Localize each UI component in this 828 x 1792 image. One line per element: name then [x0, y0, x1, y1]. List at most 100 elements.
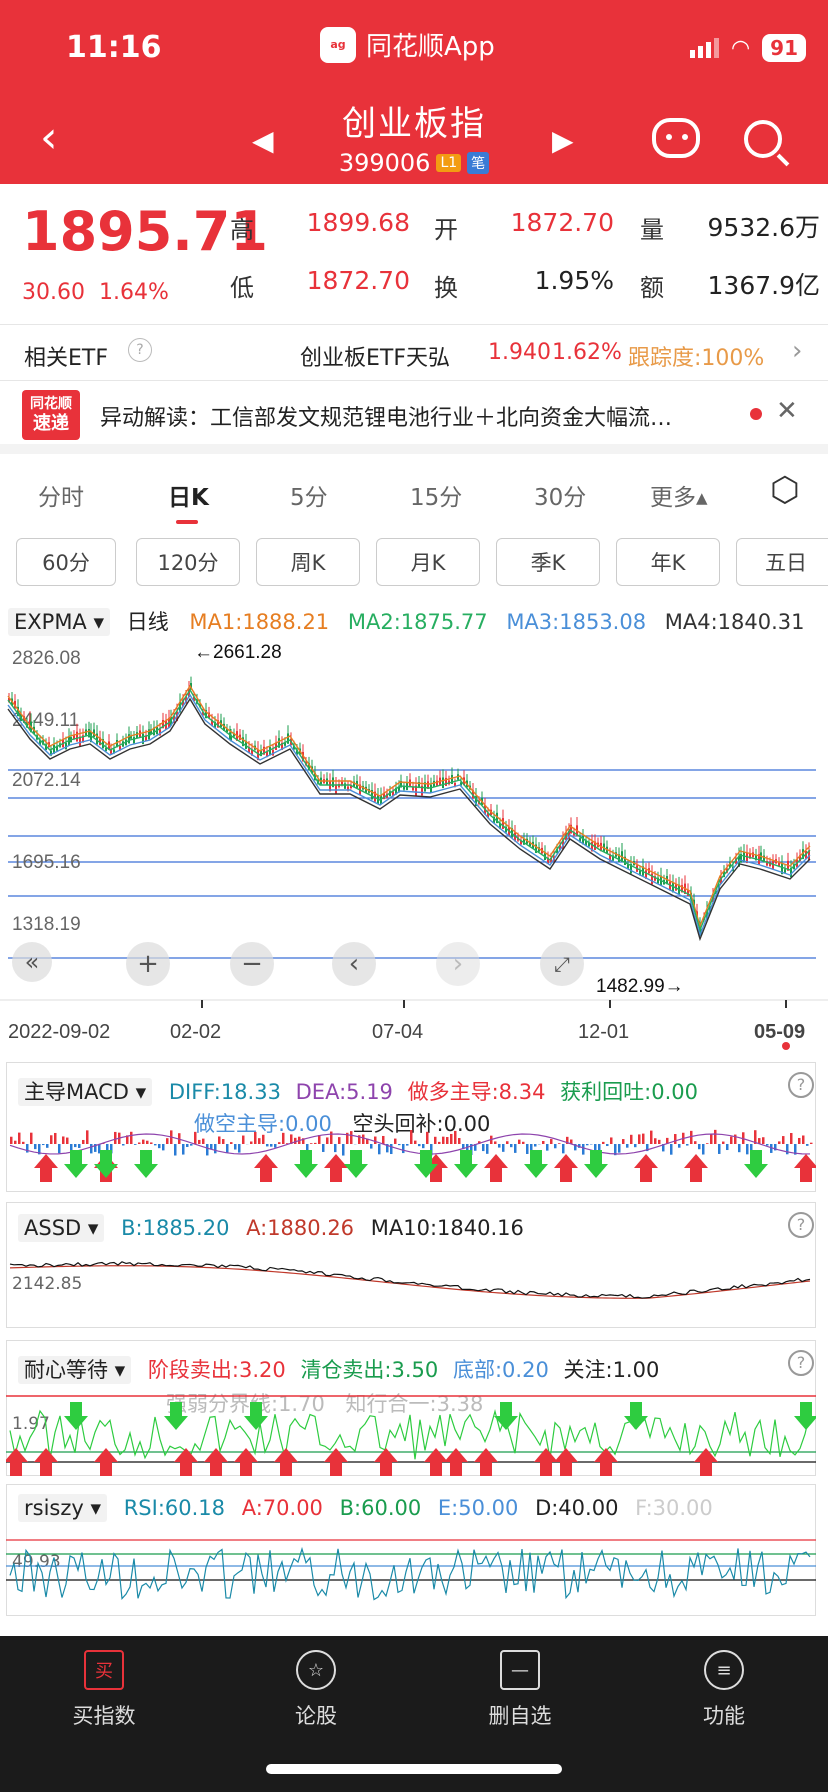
macd-bar	[114, 1131, 117, 1144]
macd-bar	[662, 1144, 665, 1152]
macd-bar	[142, 1139, 145, 1144]
macd-bar	[182, 1144, 185, 1155]
help-icon[interactable]: ?	[128, 338, 152, 362]
assd-a-line	[9, 1265, 811, 1299]
macd-bar	[342, 1144, 345, 1156]
candle-body	[17, 706, 19, 717]
period-5day[interactable]: 五日	[736, 538, 828, 586]
macd-bar	[522, 1141, 525, 1144]
macd-dropdown[interactable]: 主导MACD ▾	[18, 1078, 153, 1106]
period-week[interactable]: 周K	[256, 538, 360, 586]
candle-body	[96, 733, 98, 745]
macd-bar	[394, 1138, 397, 1144]
macd-bar	[762, 1137, 765, 1144]
wait-name: 耐心等待	[24, 1358, 108, 1382]
nav-remove-label: 删自选	[488, 1704, 552, 1728]
news-row[interactable]: 同花顺 速递 异动解读：工信部发文规范锂电池行业＋北向资金大幅流… ✕	[0, 386, 828, 442]
assd-dropdown[interactable]: ASSD ▾	[18, 1214, 105, 1242]
indicator-dropdown[interactable]: EXPMA ▾	[8, 608, 111, 636]
period-60min[interactable]: 60分	[16, 538, 116, 586]
zoom-in-icon[interactable]: +	[126, 942, 170, 986]
macd-bar	[318, 1135, 321, 1144]
help-icon[interactable]: ?	[788, 1350, 814, 1376]
tab-more[interactable]: 更多▴	[650, 485, 708, 511]
candle-body	[523, 838, 525, 845]
search-icon[interactable]	[744, 120, 782, 158]
next-stock-icon[interactable]: ▶	[552, 124, 574, 157]
candle-body	[505, 826, 507, 833]
scroll-right-icon[interactable]: ›	[436, 942, 480, 986]
candle-body	[205, 709, 207, 719]
candle-body	[427, 781, 429, 789]
tab-daily-k[interactable]: 日K	[168, 485, 209, 511]
unread-dot	[750, 408, 762, 420]
candle-body	[45, 744, 47, 751]
macd-bar	[270, 1144, 273, 1147]
tab-15min[interactable]: 15分	[410, 485, 463, 511]
current-price: 1895.71	[22, 200, 268, 263]
help-icon[interactable]: ?	[788, 1212, 814, 1238]
candle-body	[53, 744, 55, 754]
chevron-right-icon[interactable]: ›	[792, 336, 803, 366]
tab-30min[interactable]: 30分	[534, 485, 587, 511]
candle-body	[784, 869, 786, 873]
assd-name: ASSD	[24, 1216, 82, 1240]
candle-body	[145, 735, 147, 741]
macd-bar	[30, 1132, 33, 1144]
period-month[interactable]: 月K	[376, 538, 480, 586]
sell-arrow-icon	[94, 1150, 118, 1178]
candle-body	[199, 703, 201, 707]
help-icon[interactable]: ?	[788, 1072, 814, 1098]
period-year[interactable]: 年K	[616, 538, 720, 586]
candle-body	[374, 791, 376, 802]
wait-y-label: 1.97	[12, 1414, 50, 1434]
fullscreen-icon[interactable]: ⤢	[540, 942, 584, 986]
scroll-left-icon[interactable]: ‹	[332, 942, 376, 986]
macd-bar	[546, 1144, 549, 1151]
kline-chart[interactable]: 2826.08 2449.11 2072.14 1695.16 1318.19 ←2661…	[0, 640, 828, 1060]
period-quarter[interactable]: 季K	[496, 538, 600, 586]
candle-body	[133, 737, 135, 744]
candle-body	[371, 790, 373, 800]
candle-body	[442, 777, 444, 789]
tab-5min[interactable]: 5分	[290, 485, 328, 511]
close-icon[interactable]: ✕	[776, 396, 798, 426]
candle-body	[233, 733, 235, 737]
macd-bar	[766, 1144, 769, 1146]
macd-profit: 获利回吐:0.00	[560, 1080, 698, 1104]
buy-arrow-icon	[444, 1448, 468, 1476]
candle-body	[383, 792, 385, 800]
buy-arrow-icon	[694, 1448, 718, 1476]
prev-stock-icon[interactable]: ◀	[252, 124, 274, 157]
candle-body	[582, 836, 584, 845]
macd-bar	[738, 1144, 741, 1153]
macd-bar	[206, 1144, 209, 1156]
ma2-value: MA2:1875.77	[347, 610, 488, 634]
period-120min[interactable]: 120分	[136, 538, 240, 586]
macd-bar	[510, 1144, 513, 1148]
macd-bar	[638, 1134, 641, 1144]
related-etf-row[interactable]: 相关ETF ? 创业板ETF天弘 1.940 1.62% 跟踪度:100% ›	[0, 330, 828, 376]
candle-body	[645, 870, 647, 879]
back-icon[interactable]: ‹	[40, 112, 58, 163]
settings-hexagon-icon[interactable]: ⬡	[770, 470, 800, 510]
nav-remove-watchlist[interactable]: — 删自选	[450, 1650, 590, 1730]
collapse-left-icon[interactable]: «	[12, 942, 52, 982]
app-logo: ag	[320, 26, 356, 63]
robot-assistant-icon[interactable]	[652, 118, 700, 158]
moving-average-line	[7, 697, 811, 942]
macd-bar	[358, 1135, 361, 1144]
nav-function[interactable]: ≡ 功能	[654, 1650, 794, 1730]
macd-chart	[9, 1129, 816, 1182]
candle-body	[657, 877, 659, 884]
zoom-out-icon[interactable]: −	[230, 942, 274, 986]
candle-body	[214, 721, 216, 728]
rsi-dropdown[interactable]: rsiszy ▾	[18, 1494, 108, 1522]
macd-bar	[226, 1144, 229, 1153]
tab-fenshi[interactable]: 分时	[38, 485, 84, 511]
wait-dropdown[interactable]: 耐心等待 ▾	[18, 1356, 132, 1384]
nav-buy-index[interactable]: 买 买指数	[34, 1650, 174, 1730]
macd-bar	[14, 1140, 17, 1144]
candle-body	[308, 763, 310, 771]
nav-discuss[interactable]: ☆ 论股	[246, 1650, 386, 1730]
